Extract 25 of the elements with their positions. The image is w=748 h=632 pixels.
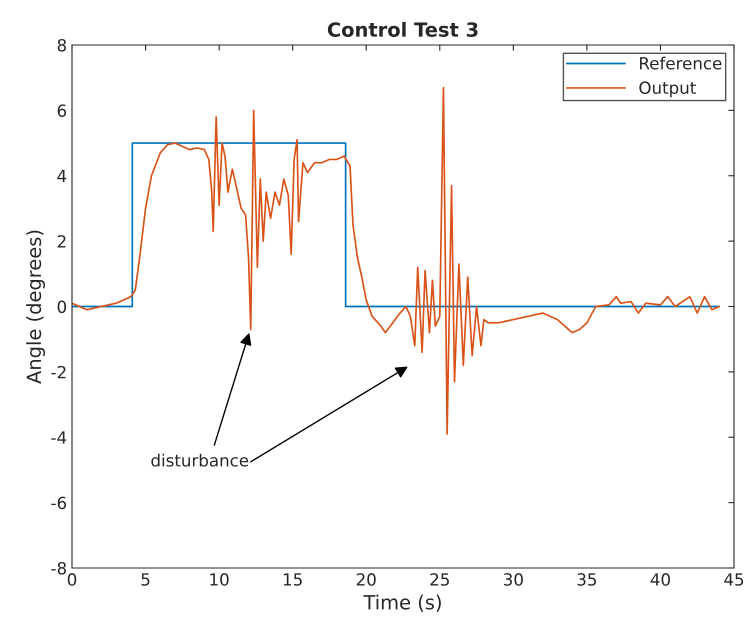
x-tick-label: 40 (650, 573, 670, 586)
x-tick-label: 25 (430, 573, 449, 586)
y-tick-label: -4 (51, 431, 66, 444)
x-tick-label: 35 (578, 573, 596, 586)
chart-title: Control Test 3 (328, 22, 478, 37)
y-tick-label: 6 (58, 104, 66, 117)
y-tick-label: -8 (51, 562, 66, 575)
y-tick-label: -6 (51, 496, 66, 510)
x-tick-label: 45 (724, 573, 744, 586)
x-tick-label: 20 (356, 573, 376, 586)
y-tick-label: 0 (58, 300, 66, 314)
annotation: disturbance (151, 454, 248, 467)
legend-label: Output (639, 81, 696, 98)
x-tick-label: 15 (284, 573, 302, 586)
y-tick-label: 8 (58, 38, 66, 52)
x-tick-label: 10 (210, 573, 229, 586)
x-tick-label: 30 (504, 573, 523, 586)
y-axis-title: Angle (degrees) (26, 230, 45, 384)
y-tick-label: 4 (57, 170, 66, 182)
legend-label: Reference (640, 56, 722, 70)
x-tick-label: 0 (68, 573, 76, 586)
y-tick-label: 2 (58, 235, 66, 248)
y-tick-label: -2 (51, 366, 66, 378)
x-tick-label: 5 (142, 573, 150, 586)
x-axis-title: Time (s) (363, 594, 441, 612)
